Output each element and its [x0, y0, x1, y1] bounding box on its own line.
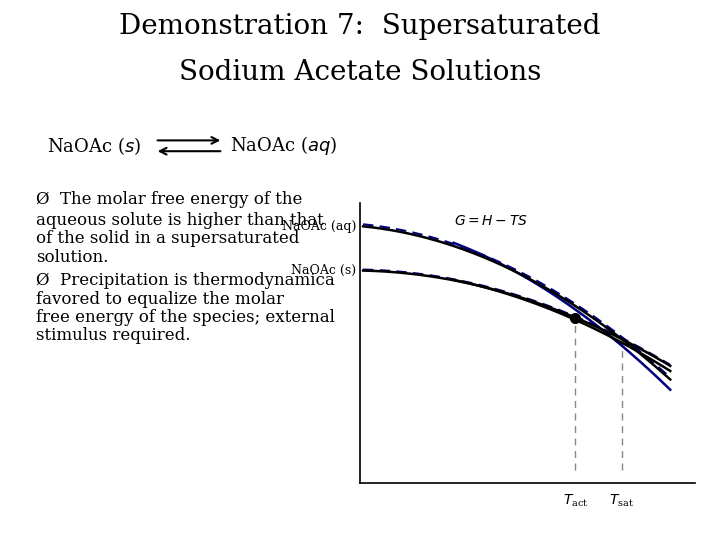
- Text: NaOAc ($aq$): NaOAc ($aq$): [230, 134, 338, 157]
- Text: $G = H - TS$: $G = H - TS$: [454, 214, 528, 228]
- Text: $T_{\mathregular{sat}}$: $T_{\mathregular{sat}}$: [609, 493, 634, 509]
- Text: solution.: solution.: [36, 248, 109, 266]
- Text: NaOAc (s): NaOAc (s): [292, 264, 356, 277]
- Text: Ø  The molar free energy of the: Ø The molar free energy of the: [36, 191, 302, 208]
- Text: NaOAc (aq): NaOAc (aq): [282, 220, 356, 233]
- Text: $T_{\mathregular{act}}$: $T_{\mathregular{act}}$: [562, 493, 588, 509]
- Text: Sodium Acetate Solutions: Sodium Acetate Solutions: [179, 59, 541, 86]
- Text: free energy of the species; external: free energy of the species; external: [36, 309, 335, 326]
- Text: Demonstration 7:  Supersaturated: Demonstration 7: Supersaturated: [120, 14, 600, 40]
- Text: stimulus required.: stimulus required.: [36, 327, 191, 345]
- Text: Ø  Precipitation is thermodynamica: Ø Precipitation is thermodynamica: [36, 272, 335, 289]
- Text: NaOAc ($s$): NaOAc ($s$): [47, 135, 141, 157]
- Text: favored to equalize the molar: favored to equalize the molar: [36, 291, 284, 308]
- Text: aqueous solute is higher than that: aqueous solute is higher than that: [36, 212, 324, 229]
- Text: of the solid in a supersaturated: of the solid in a supersaturated: [36, 230, 300, 247]
